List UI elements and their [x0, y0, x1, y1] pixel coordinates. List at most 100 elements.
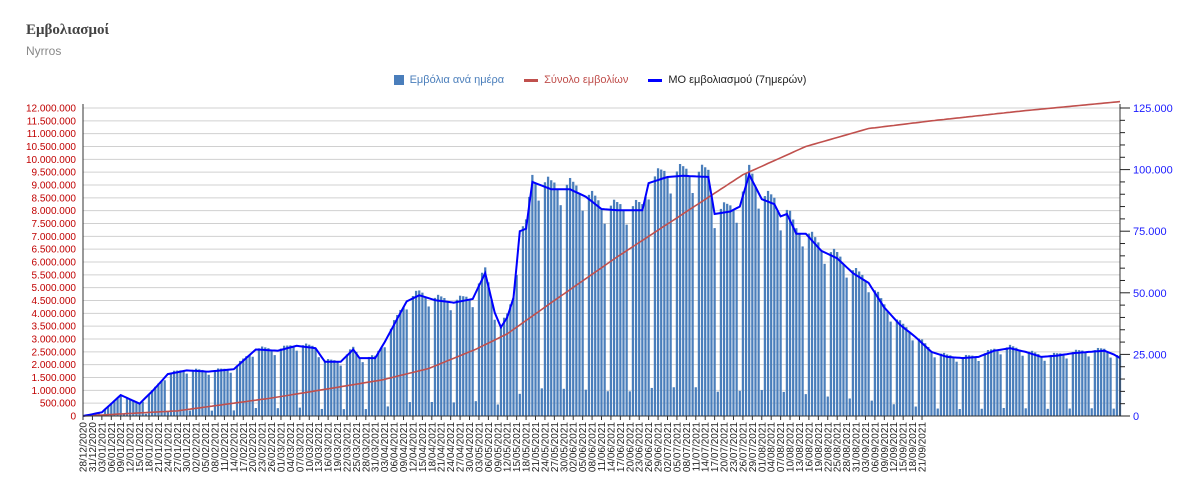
x-tick-label: 17/02/2021 — [239, 422, 250, 472]
daily-bar — [480, 272, 484, 416]
daily-bar — [616, 202, 619, 416]
daily-bar — [304, 343, 308, 416]
daily-bar — [169, 372, 173, 416]
daily-bar — [861, 274, 864, 416]
daily-bar — [905, 327, 908, 416]
daily-bar — [270, 350, 273, 416]
daily-bar — [924, 343, 927, 416]
daily-bar — [125, 397, 129, 416]
daily-bar — [512, 297, 515, 416]
daily-bar — [528, 196, 531, 416]
daily-bar — [204, 371, 207, 416]
daily-bar — [484, 267, 487, 416]
daily-bar — [895, 319, 899, 416]
daily-bar — [119, 396, 122, 416]
daily-bar — [254, 408, 257, 416]
legend-swatch-ma — [648, 78, 663, 82]
daily-bar — [1046, 408, 1049, 416]
daily-bar — [977, 361, 980, 416]
x-tick-label: 18/01/2021 — [145, 422, 156, 472]
daily-bar — [487, 282, 490, 416]
x-tick-label: 26/02/2021 — [267, 422, 278, 472]
daily-bar — [971, 355, 974, 416]
daily-bar — [122, 413, 125, 416]
x-tick-label: 06/05/2021 — [484, 422, 495, 472]
daily-bar — [867, 292, 870, 416]
daily-bar — [666, 176, 669, 416]
daily-bar — [182, 371, 185, 416]
left-tick-label: 7.000.000 — [32, 232, 77, 243]
daily-bar — [694, 387, 697, 416]
daily-bar — [455, 299, 459, 416]
daily-bar — [785, 209, 789, 416]
daily-bar — [594, 195, 597, 416]
daily-bar — [660, 169, 663, 416]
x-tick-label: 29/06/2021 — [654, 422, 665, 472]
daily-bar — [682, 166, 685, 416]
daily-bar — [641, 204, 644, 416]
daily-bar — [1084, 352, 1087, 416]
x-tick-label: 30/01/2021 — [182, 422, 193, 472]
left-tick-label: 9.000.000 — [32, 181, 77, 192]
daily-bar — [795, 228, 798, 416]
daily-bar — [719, 208, 723, 416]
daily-bar — [851, 270, 855, 416]
x-tick-label: 12/04/2021 — [409, 422, 420, 472]
x-tick-label: 30/04/2021 — [465, 422, 476, 472]
daily-bar — [339, 365, 342, 416]
right-tick-label: 25.000 — [1133, 349, 1167, 361]
x-tick-label: 03/01/2021 — [97, 422, 108, 472]
daily-bar — [235, 365, 239, 416]
x-tick-label: 11/07/2021 — [691, 422, 702, 472]
daily-bar — [1068, 408, 1071, 416]
daily-bar — [389, 328, 393, 416]
x-tick-label: 06/01/2021 — [107, 422, 118, 472]
x-tick-label: 19/03/2021 — [333, 422, 344, 472]
daily-bar — [518, 393, 521, 416]
daily-bar — [550, 180, 553, 416]
daily-bar — [311, 345, 314, 416]
daily-bar — [823, 263, 826, 416]
x-tick-label: 27/01/2021 — [173, 422, 184, 472]
daily-bar — [408, 402, 411, 416]
daily-bar — [543, 182, 547, 416]
daily-bar — [540, 388, 543, 416]
daily-bar — [1043, 360, 1046, 416]
daily-bar — [628, 391, 631, 416]
left-tick-label: 10.500.000 — [26, 142, 76, 153]
daily-bar — [465, 296, 468, 416]
legend-item-total: Σύνολο εμβολίων — [524, 74, 628, 86]
x-tick-label: 06/09/2021 — [870, 422, 881, 472]
daily-bar — [436, 294, 440, 416]
x-tick-label: 18/04/2021 — [427, 422, 438, 472]
left-tick-label: 5.000.000 — [32, 283, 77, 294]
x-tick-label: 11/02/2021 — [220, 422, 231, 472]
daily-bar — [653, 176, 657, 416]
daily-bar — [748, 164, 751, 416]
daily-bar — [289, 345, 292, 416]
daily-bar — [531, 174, 534, 416]
daily-bar — [1008, 344, 1012, 416]
x-tick-label: 20/02/2021 — [248, 422, 259, 472]
daily-bar — [1056, 353, 1059, 416]
x-tick-label: 21/01/2021 — [154, 422, 165, 472]
left-tick-label: 11.500.000 — [27, 116, 77, 127]
legend-swatch-daily — [393, 75, 404, 85]
daily-bar — [506, 313, 509, 416]
left-tick-label: 11.000.000 — [27, 129, 77, 140]
daily-bar — [556, 189, 559, 416]
left-tick-label: 8.500.000 — [32, 193, 77, 204]
x-tick-label: 06/04/2021 — [390, 422, 401, 472]
daily-bar — [581, 210, 584, 416]
daily-bar — [546, 176, 550, 416]
daily-bar — [996, 350, 999, 416]
daily-bar — [584, 389, 587, 416]
daily-bar — [590, 190, 594, 416]
daily-bar — [380, 347, 383, 416]
daily-bar — [1024, 408, 1027, 416]
daily-bar — [141, 401, 144, 416]
daily-bar — [946, 354, 949, 416]
daily-bar — [722, 202, 726, 416]
x-tick-label: 23/02/2021 — [258, 422, 269, 472]
daily-bar — [107, 406, 110, 416]
